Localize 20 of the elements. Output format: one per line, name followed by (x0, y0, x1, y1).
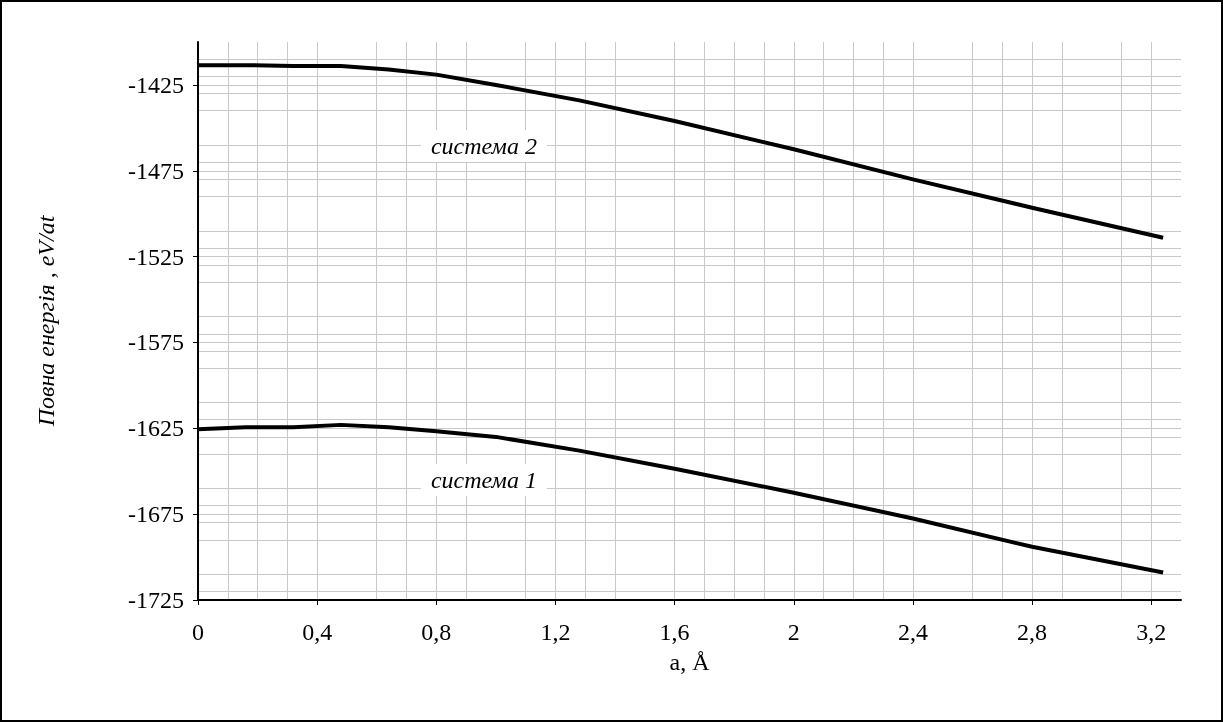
series-label: система 2 (430, 132, 537, 159)
y-tick-label: -1725 (128, 587, 184, 613)
x-tick-label: 3,2 (1136, 619, 1167, 645)
x-tick-label: 2 (787, 619, 800, 645)
y-tick-label: -1575 (128, 329, 184, 356)
y-axis-title: Повна енергія , eV/at (33, 214, 59, 428)
x-tick-label: 2,8 (1017, 619, 1048, 645)
y-tick-label: -1625 (128, 415, 184, 442)
x-tick-label: 0 (192, 619, 204, 645)
x-axis-title: a, Å (669, 649, 711, 675)
series-label: система 1 (430, 466, 537, 493)
x-tick-label: 1,2 (540, 619, 571, 645)
y-tick-label: -1675 (128, 501, 184, 528)
y-tick-label: -1425 (128, 71, 184, 98)
y-tick-label: -1475 (128, 157, 184, 184)
x-tick-label: 2,4 (897, 619, 928, 645)
x-tick-label: 1,6 (659, 619, 690, 645)
x-tick-label: 0,8 (421, 619, 452, 645)
x-tick-label: 0,4 (302, 619, 333, 645)
y-tick-label: -1525 (128, 243, 184, 270)
